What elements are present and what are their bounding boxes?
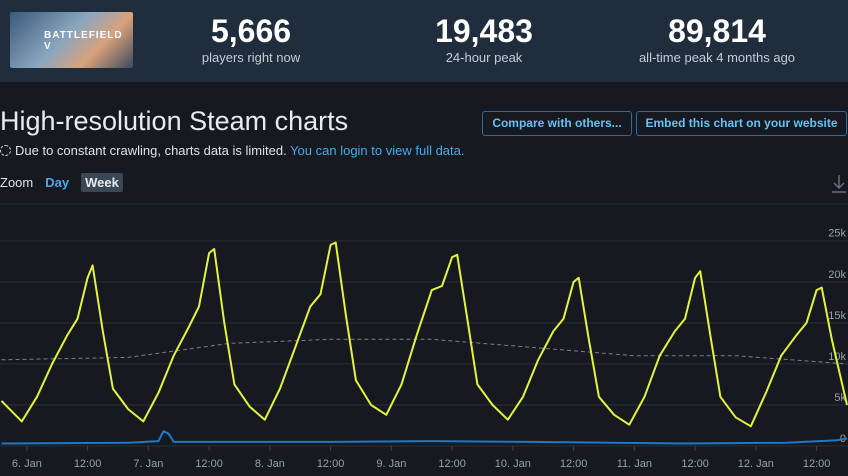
- login-link[interactable]: You can login to view full data.: [290, 143, 465, 158]
- x-tick-label: 10. Jan: [495, 458, 531, 470]
- page-title: High-resolution Steam charts: [0, 106, 349, 136]
- x-tick-label: 12:00: [195, 458, 223, 470]
- x-tick-label: 9. Jan: [376, 458, 406, 470]
- stat-label: players right now: [201, 50, 301, 65]
- notice: Due to constant crawling, charts data is…: [0, 143, 465, 158]
- zoom-option[interactable]: Week: [81, 173, 123, 192]
- header: BATTLEFIELD V 5,666 players right now 19,…: [0, 0, 848, 82]
- series-line: [1, 338, 848, 365]
- download-icon[interactable]: [832, 175, 846, 193]
- x-tick-label: 7. Jan: [133, 458, 163, 470]
- x-tick-label: 8. Jan: [255, 458, 285, 470]
- y-tick-label: 10k: [828, 351, 846, 363]
- y-tick-label: 15k: [828, 310, 846, 322]
- stat-value: 89,814: [668, 13, 766, 49]
- y-tick-label: 5k: [834, 392, 846, 404]
- zoom-label: Zoom: [0, 175, 34, 190]
- y-tick-label: 25k: [828, 228, 846, 240]
- x-tick-label: 12:00: [438, 458, 466, 470]
- series-line: [0, 241, 848, 428]
- x-tick-label: 12:00: [317, 458, 345, 470]
- x-tick-label: 12:00: [681, 458, 709, 470]
- y-tick-label: 20k: [828, 269, 846, 281]
- x-tick-label: 12:00: [803, 458, 831, 470]
- zoom-bar: Zoom Day Week: [0, 173, 123, 192]
- game-image-text: BATTLEFIELD V: [44, 30, 123, 52]
- stat-value: 5,666: [210, 13, 292, 49]
- stat-value: 19,483: [435, 13, 533, 49]
- zoom-option[interactable]: Day: [45, 175, 70, 190]
- x-tick-label: 6. Jan: [12, 458, 42, 470]
- stat-label: all-time peak 4 months ago: [638, 50, 796, 65]
- stat: 19,483 24-hour peak: [374, 12, 594, 65]
- stat: 5,666 players right now: [141, 12, 361, 65]
- x-tick-label: 12:00: [74, 458, 102, 470]
- compare-button[interactable]: Compare with others...: [482, 111, 632, 136]
- game-image[interactable]: BATTLEFIELD V: [10, 12, 133, 68]
- embed-button[interactable]: Embed this chart on your website: [636, 111, 847, 136]
- stat: 89,814 all-time peak 4 months ago: [607, 12, 827, 65]
- series-line: [1, 430, 848, 445]
- stat-label: 24-hour peak: [445, 50, 523, 65]
- x-tick-label: 11. Jan: [617, 458, 652, 470]
- x-tick-label: 12:00: [560, 458, 588, 470]
- x-tick-label: 12. Jan: [738, 458, 774, 470]
- notice-text: Due to constant crawling, charts data is…: [15, 143, 287, 158]
